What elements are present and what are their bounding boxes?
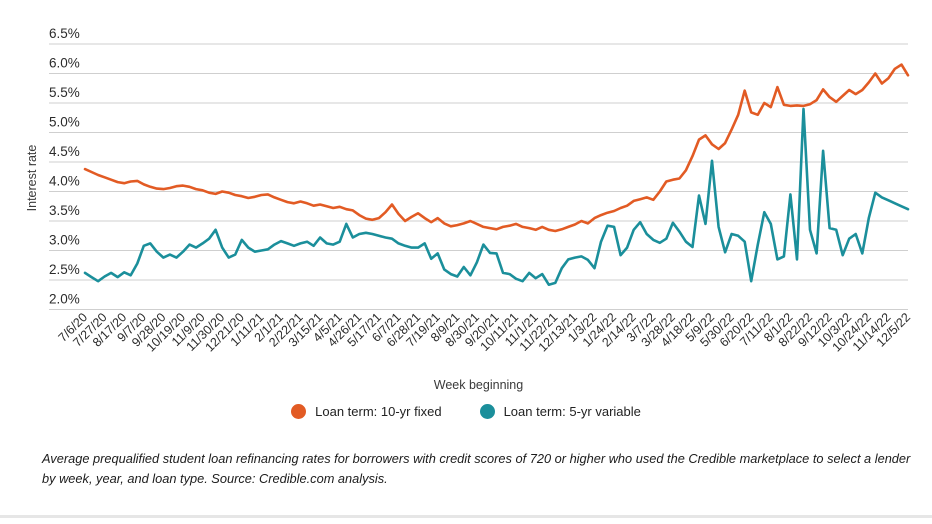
y-tick-label: 5.5% (49, 85, 80, 100)
y-axis-title: Interest rate (25, 145, 39, 212)
y-tick-label: 3.0% (49, 233, 80, 248)
x-axis-title: Week beginning (434, 378, 523, 392)
legend-dot-5yr-variable-icon (479, 404, 495, 419)
y-tick-label: 6.5% (49, 26, 80, 41)
legend-label-10yr-fixed: Loan term: 10-yr fixed (315, 404, 442, 419)
legend-label-5yr-variable: Loan term: 5-yr variable (503, 404, 641, 419)
y-tick-label: 2.5% (49, 262, 80, 277)
y-tick-label: 3.5% (49, 203, 80, 218)
series-line-5yr-variable (83, 107, 910, 287)
y-tick-label: 4.0% (49, 174, 80, 189)
legend-dot-10yr-fixed-icon (291, 404, 307, 419)
y-tick-label: 4.5% (49, 144, 80, 159)
chart-legend: Loan term: 10-yr fixed Loan term: 5-yr v… (0, 404, 932, 419)
chart-caption: Average prequalified student loan refina… (42, 451, 911, 486)
series-line-10yr-fixed (83, 63, 910, 233)
y-tick-label: 6.0% (49, 56, 80, 71)
legend-item-10yr-fixed: Loan term: 10-yr fixed (291, 404, 442, 419)
rate-line-chart: 6.5% 6.0% 5.5% 5.0% 4.5% 4.0% 3.5% 3.0% 2.5% 2.0%… (25, 26, 913, 392)
y-tick-label: 5.0% (49, 115, 80, 130)
y-tick-label: 2.0% (49, 292, 80, 307)
bottom-divider (0, 515, 932, 518)
legend-item-5yr-variable: Loan term: 5-yr variable (479, 404, 641, 419)
